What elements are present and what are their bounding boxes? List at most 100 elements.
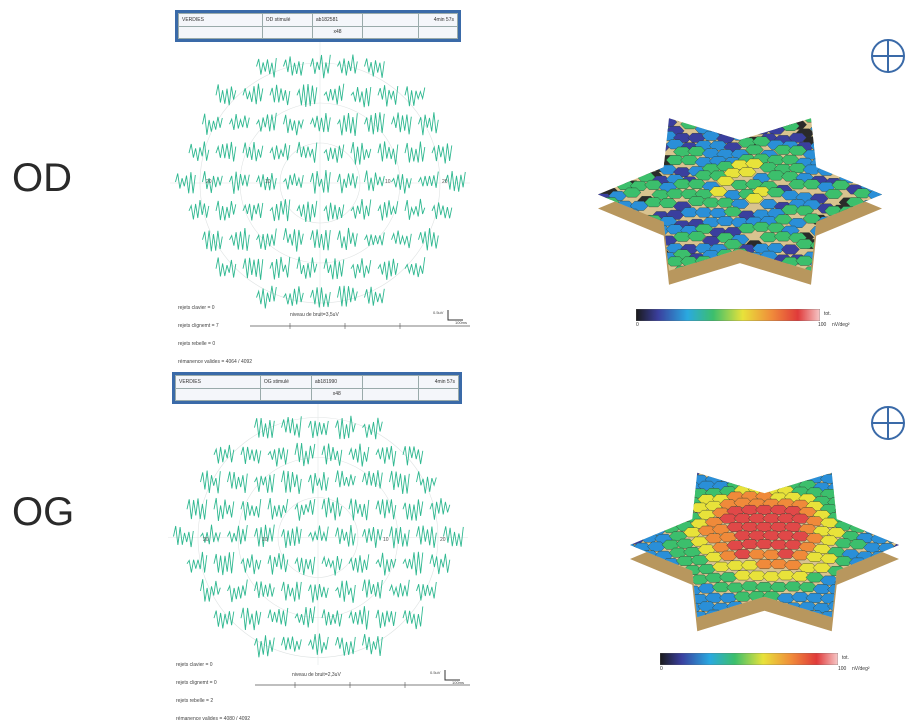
surface-cell [622, 499, 630, 508]
surface-cell [640, 517, 658, 526]
response-trace [376, 610, 396, 628]
surface-cell [745, 269, 763, 278]
surface-cell [724, 112, 742, 121]
surface-cell [842, 585, 860, 594]
response-trace [405, 86, 425, 106]
surface-cell [640, 466, 658, 475]
surface-cell [817, 251, 835, 260]
surface-cell [849, 611, 867, 620]
surface-cell [849, 490, 867, 499]
response-trace [216, 142, 236, 162]
surface-cell [648, 612, 666, 621]
surface-cell [864, 491, 882, 500]
surface-cell [717, 95, 735, 104]
surface-cell [842, 466, 860, 475]
colorbar-od [636, 309, 820, 321]
response-trace [257, 113, 277, 132]
surface-cell [655, 501, 673, 510]
3d-topography-od [590, 95, 890, 310]
header-empty3-od [363, 26, 419, 39]
surface-cell [806, 628, 824, 637]
surface-cell [882, 267, 890, 276]
response-trace [189, 200, 209, 219]
surface-cell [756, 478, 774, 487]
surface-cell [669, 637, 687, 646]
surface-cell [900, 484, 908, 493]
surface-cell [669, 620, 687, 629]
surface-cell [856, 602, 874, 611]
surface-cell [731, 284, 749, 293]
surface-cell [885, 585, 903, 594]
surface-cell [868, 95, 886, 97]
surface-cell [745, 101, 763, 110]
surface-cell [622, 585, 630, 594]
response-trace [405, 257, 425, 277]
response-trace [270, 85, 290, 105]
surface-cell [825, 137, 843, 146]
surface-cell [846, 151, 864, 160]
surface-cell [849, 593, 867, 602]
surface-cell [760, 283, 778, 292]
surface-cell [892, 492, 907, 501]
info-line: rejets rebelle = 0 [178, 341, 252, 347]
surface-cell [645, 113, 663, 122]
surface-cell [756, 466, 774, 475]
surface-cell [767, 95, 785, 101]
colorbar-max-od: 100 [818, 322, 826, 328]
surface-cell [626, 602, 644, 611]
surface-cell [662, 473, 680, 482]
surface-cell [892, 509, 907, 518]
response-trace [378, 200, 398, 220]
surface-cell [825, 95, 843, 100]
surface-cell [645, 149, 663, 158]
surface-cell [684, 636, 702, 645]
surface-cell [676, 594, 694, 603]
surface-cell [885, 569, 903, 578]
response-trace [282, 471, 302, 494]
surface-cell [630, 155, 648, 164]
baseline-strip-og [255, 681, 470, 689]
surface-cell [601, 103, 619, 112]
info-line: rejets rebelle = 2 [176, 698, 250, 704]
surface-cell [835, 628, 853, 637]
surface-cell [688, 99, 706, 108]
surface-cell [622, 568, 630, 577]
surface-cell [616, 163, 634, 172]
surface-cell [878, 576, 896, 585]
surface-cell [849, 507, 867, 516]
surface-cell [676, 627, 694, 636]
surface-cell [633, 509, 651, 518]
surface-cell [767, 112, 785, 121]
response-trace [255, 581, 275, 598]
response-trace [311, 170, 331, 194]
response-trace [338, 173, 358, 193]
surface-cell [770, 466, 788, 475]
surface-cell [817, 147, 835, 156]
surface-cell [789, 95, 807, 96]
surface-cell [864, 509, 882, 518]
surface-cell [623, 109, 641, 118]
surface-cell [637, 111, 655, 120]
surface-cell [832, 99, 850, 108]
surface-cell [724, 266, 742, 275]
surface-cell [741, 620, 759, 629]
response-trace [417, 471, 437, 493]
response-trace [309, 472, 329, 493]
surface-cell [681, 279, 699, 288]
surface-cell [846, 250, 864, 259]
surface-cell [878, 629, 896, 638]
response-trace [255, 635, 275, 657]
scale-bar-og [442, 668, 462, 682]
surface-cell [900, 568, 908, 577]
surface-cell [590, 250, 605, 259]
response-trace [268, 608, 288, 626]
response-trace [257, 58, 277, 77]
surface-cell [832, 155, 850, 164]
surface-cell [842, 603, 860, 612]
surface-cell [601, 138, 619, 147]
surface-cell [626, 620, 644, 629]
response-trace [216, 201, 236, 221]
surface-cell [640, 458, 658, 459]
response-trace [214, 611, 234, 629]
surface-cell [702, 284, 720, 293]
